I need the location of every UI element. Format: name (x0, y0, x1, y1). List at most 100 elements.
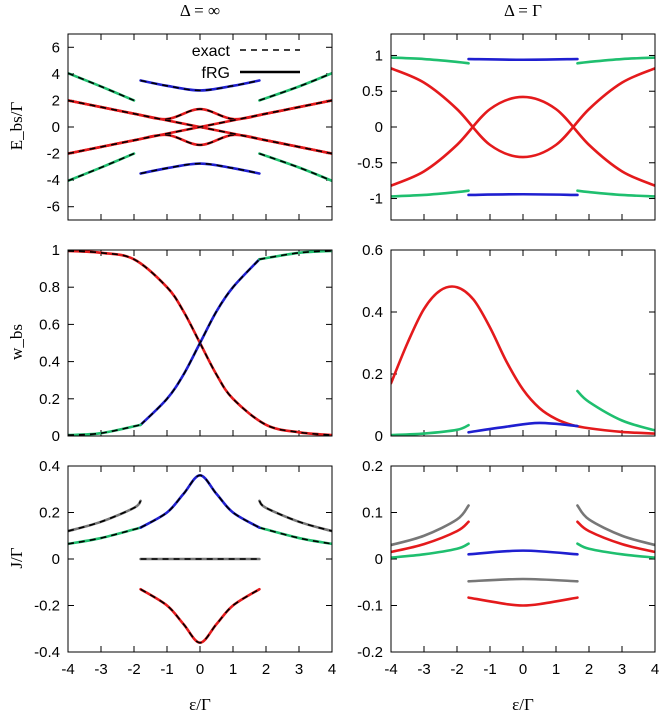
x-tick-label: 1 (552, 661, 560, 678)
y-tick-label: 0 (52, 551, 60, 568)
series-exact-5 (68, 152, 135, 182)
series-exact-1 (258, 500, 332, 532)
series-exact-3 (259, 526, 332, 545)
series-blue-6 (467, 549, 579, 556)
column-title-left: Δ = ∞ (180, 1, 220, 20)
legend-frg-label: fRG (202, 65, 230, 82)
y-tick-label: 0.5 (362, 83, 383, 100)
series-green-2 (68, 423, 142, 436)
series-green-4 (576, 56, 655, 65)
y-tick-label: 4 (52, 66, 60, 83)
y-tick-label: 0.6 (362, 242, 383, 259)
y-tick-label: -0.2 (357, 644, 383, 661)
panel-E-inf: -6 -4 -2 0 2 4 6 (47, 33, 333, 221)
x-tick-label: -3 (94, 661, 107, 678)
series-exact-3 (68, 99, 332, 155)
series-group (391, 56, 655, 198)
y-tick-label: 0.2 (39, 505, 60, 522)
y-tick-label: -0.5 (357, 155, 383, 172)
x-tick-label: -2 (127, 661, 140, 678)
series-red-0 (391, 67, 655, 159)
ylabel-current: J/Γ (7, 547, 26, 568)
y-tick-label: 0.2 (39, 391, 60, 408)
y-tick-label: 0 (375, 119, 383, 136)
x-tick-label: -4 (384, 661, 397, 678)
series-group (68, 474, 332, 644)
xlabel-right: ε/Γ (512, 695, 534, 714)
x-tick-label: 2 (585, 661, 593, 678)
y-tick-label: 1 (375, 47, 383, 64)
x-tick-label: 0 (519, 661, 527, 678)
panel-E-gamma: -1 -0.5 0 0.5 1 (357, 33, 656, 221)
series-blue-6 (467, 57, 579, 62)
series-blue-7 (467, 192, 579, 197)
series-green-3 (391, 189, 470, 198)
y-tick-label: 0 (52, 428, 60, 445)
series-blue-3 (467, 421, 579, 434)
panel-w-inf: 0 0.2 0.4 0.6 0.8 1 (39, 242, 333, 445)
series-exact-4 (68, 72, 135, 102)
y-tick-label: -2 (47, 146, 60, 163)
legend-exact-label: exact (192, 43, 231, 60)
ylabel-energy: E_bs/Γ (7, 102, 26, 151)
y-tick-label: 0.4 (39, 458, 60, 475)
y-tick-label: 0.4 (39, 354, 60, 371)
panel-w-gamma: 0 0.2 0.4 0.6 (362, 242, 656, 445)
y-tick-label: 0.2 (362, 458, 383, 475)
series-red-0 (391, 285, 655, 435)
panel-J-gamma: -4 -3 -2 -1 0 1 2 3 4 -0.2 -0.1 0 0.1 0.2 (357, 458, 659, 678)
y-tick-label: 0.2 (362, 366, 383, 383)
series-gray-0 (391, 504, 470, 547)
series-green-2 (576, 389, 655, 432)
series-exact-6 (140, 588, 260, 644)
series-exact-2 (68, 424, 141, 436)
x-tick-label: 3 (295, 661, 303, 678)
y-tick-label: 0 (52, 119, 60, 136)
y-tick-label: -6 (47, 199, 60, 216)
series-exact-0 (68, 250, 332, 436)
y-tick-label: -4 (47, 172, 60, 189)
series-group (391, 285, 655, 436)
series-green-3 (258, 250, 332, 261)
series-exact-0 (68, 500, 142, 532)
series-green-5 (576, 542, 655, 559)
x-tick-label: 4 (328, 661, 336, 678)
y-tick-label: 1 (52, 242, 60, 259)
x-tick-label: -1 (160, 661, 173, 678)
series-gray-7 (467, 577, 579, 583)
series-red-1 (391, 95, 655, 187)
series-gray-0 (68, 499, 142, 533)
y-tick-label: 0.8 (39, 279, 60, 296)
x-tick-label: -1 (483, 661, 496, 678)
y-tick-label: -0.1 (357, 598, 383, 615)
x-tick-label: 0 (196, 661, 204, 678)
y-tick-label: 0 (375, 551, 383, 568)
xlabel-left: ε/Γ (189, 695, 211, 714)
series-exact-6 (259, 152, 332, 182)
legend: exact fRG (192, 43, 300, 82)
x-tick-label: 1 (229, 661, 237, 678)
x-tick-label: -3 (417, 661, 430, 678)
series-exact-4 (140, 474, 260, 529)
x-tick-label: -4 (61, 661, 74, 678)
panels: -6 -4 -2 0 2 4 6 -1 -0.5 0 0.5 1 0 0.2 0.4 0.6 0.8 1 0 0.2 0… (34, 33, 659, 678)
series-exact-8 (140, 79, 260, 92)
series-exact-1 (68, 134, 332, 155)
plot-frame (67, 465, 333, 653)
x-tick-label: -2 (450, 661, 463, 678)
series-blue-8 (139, 79, 261, 92)
series-green-2 (391, 56, 470, 65)
plot-frame (390, 465, 656, 653)
series-blue-4 (139, 474, 261, 529)
y-tick-label: 6 (52, 39, 60, 56)
y-tick-label: 0.4 (362, 304, 383, 321)
panel-J-inf: -4 -3 -2 -1 0 1 2 3 4 -0.4 -0.2 0 0.2 0.4 (34, 458, 336, 678)
series-green-4 (391, 542, 470, 559)
plot-frame (67, 249, 333, 437)
series-green-5 (576, 189, 655, 198)
series-exact-7 (259, 72, 332, 102)
series-group (68, 250, 332, 436)
series-exact-0 (68, 99, 332, 120)
series-exact-9 (140, 162, 260, 175)
